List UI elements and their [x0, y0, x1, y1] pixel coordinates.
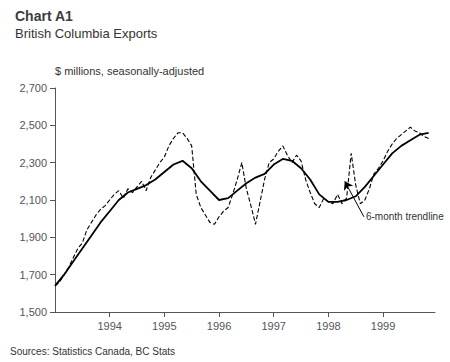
svg-text:1999: 1999 — [371, 320, 395, 332]
svg-text:2,300: 2,300 — [19, 157, 47, 169]
svg-text:1,900: 1,900 — [19, 231, 47, 243]
svg-text:2,700: 2,700 — [19, 82, 47, 94]
svg-text:$ millions, seasonally-adjuste: $ millions, seasonally-adjusted — [55, 65, 204, 77]
svg-text:1996: 1996 — [207, 320, 231, 332]
svg-text:British Columbia Exports: British Columbia Exports — [15, 26, 158, 41]
svg-text:1995: 1995 — [152, 320, 176, 332]
svg-text:1994: 1994 — [97, 320, 121, 332]
svg-text:1,500: 1,500 — [19, 306, 47, 318]
svg-text:1998: 1998 — [316, 320, 340, 332]
svg-text:2,500: 2,500 — [19, 119, 47, 131]
svg-text:1,700: 1,700 — [19, 269, 47, 281]
svg-text:6-month trendline: 6-month trendline — [366, 211, 444, 222]
svg-text:2,100: 2,100 — [19, 194, 47, 206]
svg-text:Sources: Statistics Canada, BC: Sources: Statistics Canada, BC Stats — [10, 346, 175, 357]
svg-text:Chart A1: Chart A1 — [15, 8, 73, 24]
svg-text:1997: 1997 — [261, 320, 285, 332]
